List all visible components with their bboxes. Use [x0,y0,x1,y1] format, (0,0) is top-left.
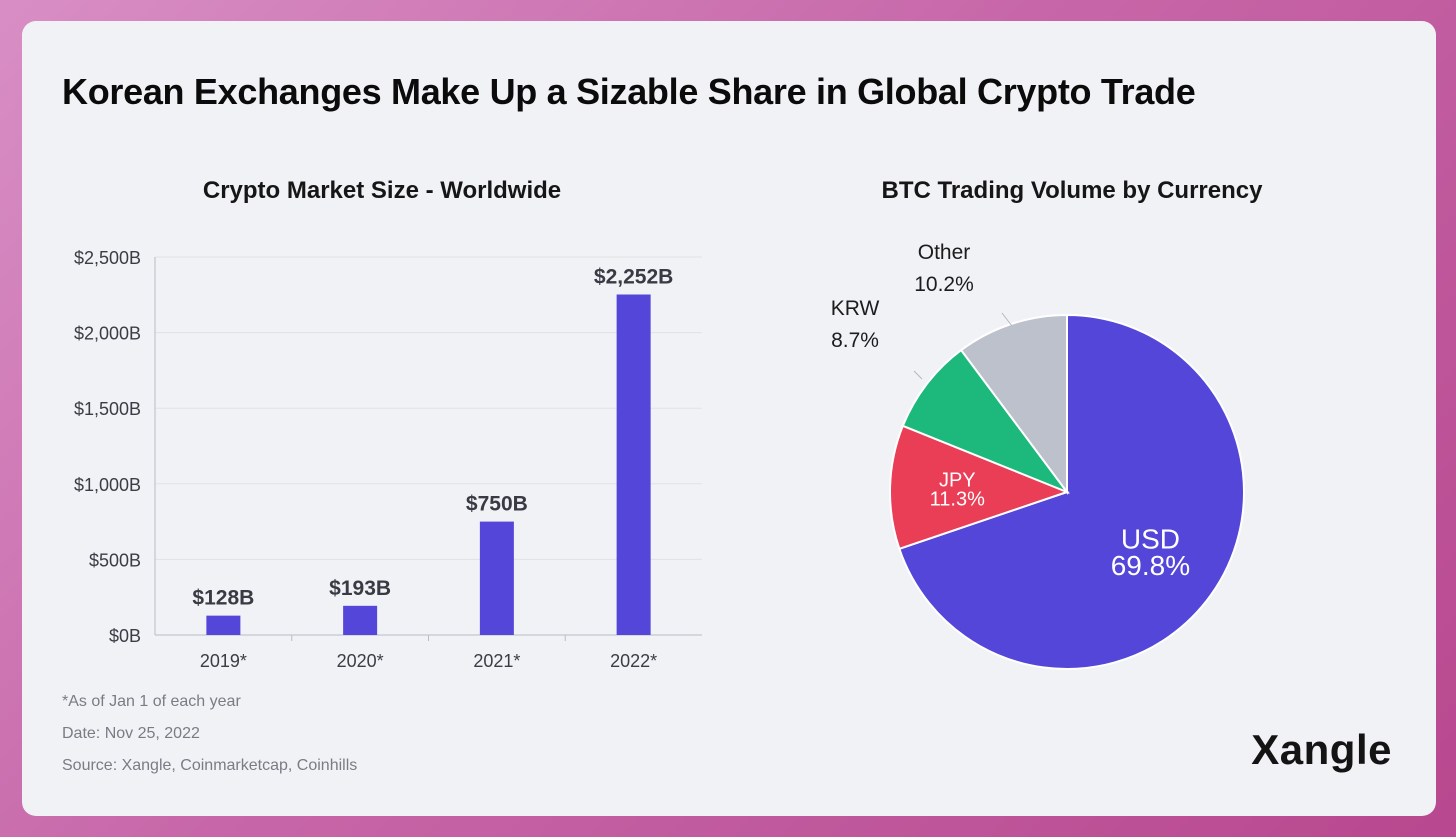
x-tick-label: 2021* [473,651,520,671]
bar-chart: $0B $500B $1,000B $1,500B $2,000B $2,500B $128… [74,248,702,671]
x-tick-label: 2020* [337,651,384,671]
pie-slice-other [959,313,1068,496]
pie-label-jpy: JPY [939,469,976,491]
bar-value-label: $2,252B [594,265,673,288]
pie-pct-other: 10.2% [914,273,974,296]
pie-slice-usd [898,313,1245,670]
y-tick-label: $500B [89,550,141,570]
infographic-card: Korean Exchanges Make Up a Sizable Share… [22,21,1436,816]
bar-value-label: $750B [466,493,528,516]
pie-pct-krw: 8.7% [831,329,879,352]
x-tick-label: 2019* [200,651,247,671]
y-tick-label: $0B [109,626,141,646]
pie-pct-jpy: 11.3% [930,488,985,510]
pie-slice-jpy [889,424,1070,551]
xangle-logo: Xangle [1251,726,1392,773]
footnote-asof: *As of Jan 1 of each year [62,693,241,710]
x-tick-label: 2022* [610,651,657,671]
pie-label-other: Other [918,241,971,264]
pie-label-usd: USD [1121,523,1180,554]
footnote-date: Date: Nov 25, 2022 [62,725,200,742]
bar-value-label: $128B [192,587,254,610]
y-tick-label: $1,000B [74,475,141,495]
pie-leader-other [1001,312,1013,327]
y-tick-label: $1,500B [74,399,141,419]
y-tick-label: $2,000B [74,324,141,344]
page-title: Korean Exchanges Make Up a Sizable Share… [62,71,1196,112]
bar-2020* [343,605,378,635]
y-tick-label: $2,500B [74,248,141,268]
bar-2022* [616,294,651,635]
pie-slice-krw [901,348,1070,495]
pie-chart-title: BTC Trading Volume by Currency [881,177,1263,204]
bar-2019* [206,615,241,635]
pie-leader-krw [913,370,923,380]
pie-pct-usd: 69.8% [1111,550,1190,581]
pie-label-krw: KRW [831,297,880,320]
bar-chart-title: Crypto Market Size - Worldwide [202,177,562,204]
bar-2021* [479,521,514,635]
bar-value-label: $193B [329,577,391,600]
footnote-source: Source: Xangle, Coinmarketcap, Coinhills [62,757,358,774]
